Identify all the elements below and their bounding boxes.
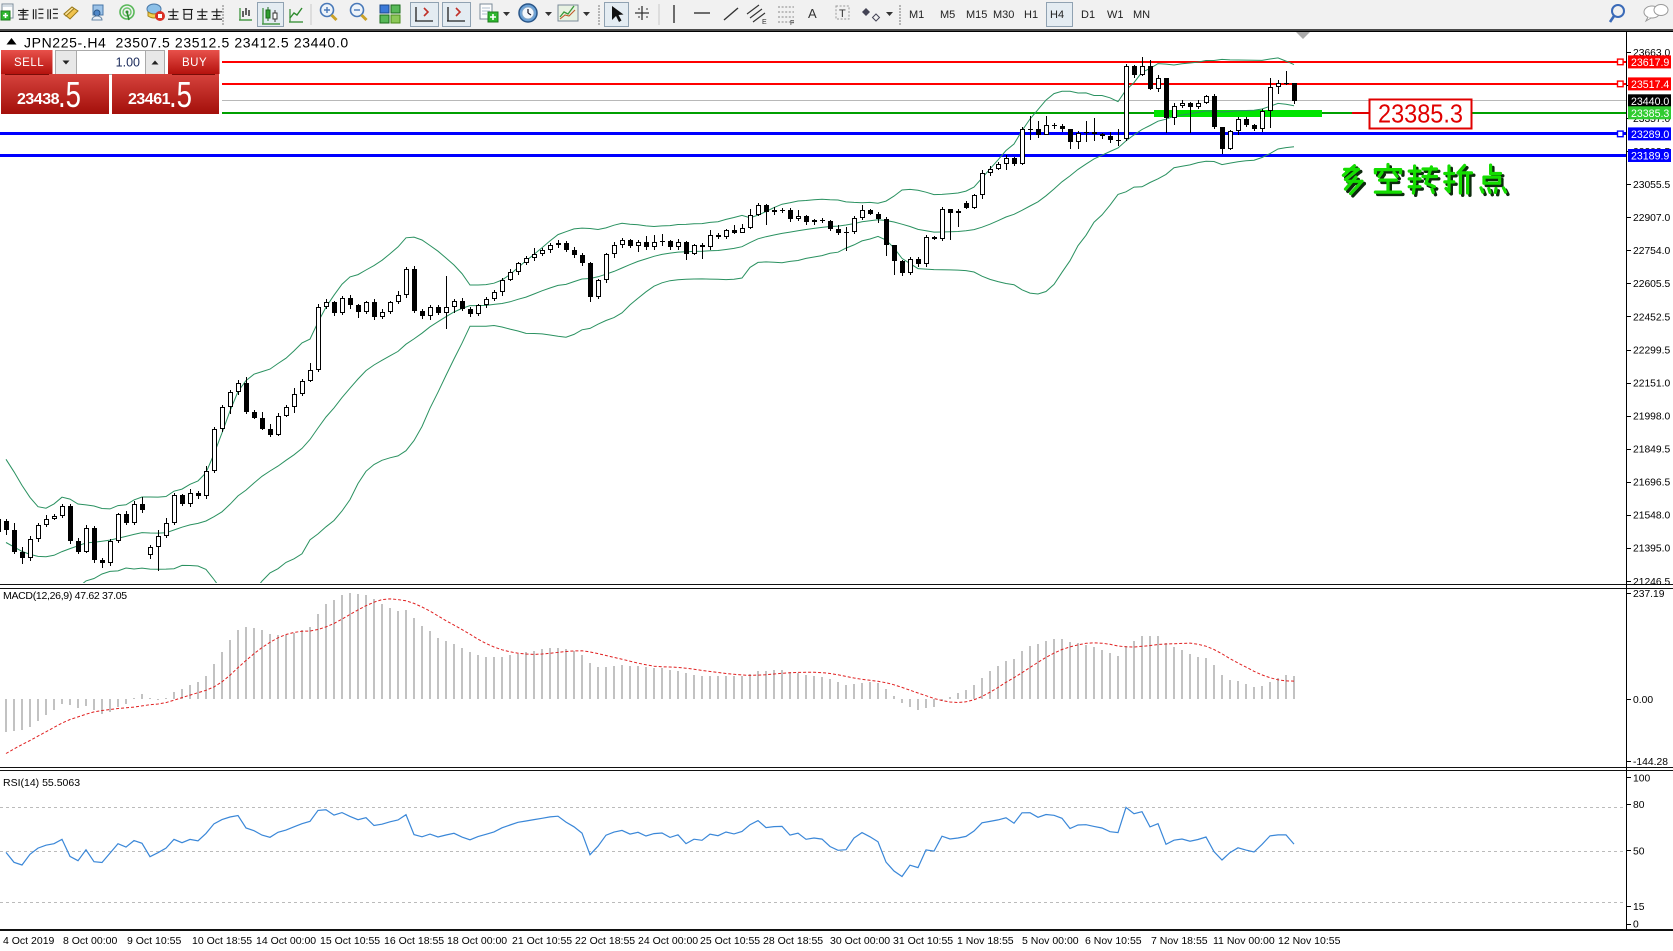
svg-text:1.00: 1.00 [116, 56, 140, 70]
svg-text:18 Oct 00:00: 18 Oct 00:00 [447, 935, 507, 947]
svg-text:21998.0: 21998.0 [1633, 412, 1670, 423]
svg-text:14 Oct 00:00: 14 Oct 00:00 [256, 935, 316, 947]
svg-text:4 Oct 2019: 4 Oct 2019 [3, 935, 55, 947]
svg-text:W1: W1 [1107, 9, 1124, 21]
svg-text:11 Nov 00:00: 11 Nov 00:00 [1213, 935, 1275, 947]
svg-text:21548.0: 21548.0 [1633, 511, 1670, 522]
svg-text:-144.28: -144.28 [1633, 757, 1668, 768]
svg-text:31 Oct 10:55: 31 Oct 10:55 [893, 935, 953, 947]
svg-text:12 Nov 10:55: 12 Nov 10:55 [1278, 935, 1341, 947]
svg-text:T: T [839, 8, 846, 20]
svg-text:23517.4: 23517.4 [1631, 79, 1669, 91]
svg-text:23385.3: 23385.3 [1631, 108, 1669, 120]
svg-text:24 Oct 00:00: 24 Oct 00:00 [638, 935, 698, 947]
svg-text:H1: H1 [1024, 9, 1038, 21]
svg-text:21849.5: 21849.5 [1633, 445, 1670, 456]
svg-text:21246.5: 21246.5 [1633, 577, 1670, 588]
svg-text:16 Oct 18:55: 16 Oct 18:55 [384, 935, 444, 947]
svg-text:21 Oct 10:55: 21 Oct 10:55 [512, 935, 572, 947]
svg-text:100: 100 [1633, 773, 1650, 784]
svg-text:M30: M30 [993, 9, 1014, 21]
svg-text:SELL: SELL [14, 57, 44, 69]
svg-text:5 Nov 00:00: 5 Nov 00:00 [1022, 935, 1079, 947]
svg-text:F: F [790, 20, 794, 27]
svg-text:22605.5: 22605.5 [1633, 279, 1670, 290]
svg-text:8 Oct 00:00: 8 Oct 00:00 [63, 935, 117, 947]
svg-text:E: E [762, 19, 767, 26]
svg-text:22452.5: 22452.5 [1633, 312, 1670, 323]
svg-text:.5: .5 [58, 74, 81, 115]
svg-text:15 Oct 10:55: 15 Oct 10:55 [320, 935, 380, 947]
svg-text:10 Oct 18:55: 10 Oct 18:55 [192, 935, 252, 947]
svg-text:23438: 23438 [17, 91, 60, 108]
svg-text:6 Nov 10:55: 6 Nov 10:55 [1085, 935, 1142, 947]
svg-text:23461: 23461 [128, 91, 171, 108]
svg-text:23289.0: 23289.0 [1631, 129, 1669, 141]
svg-text:23440.0: 23440.0 [1631, 96, 1669, 108]
svg-text:RSI(14) 55.5063: RSI(14) 55.5063 [3, 777, 80, 789]
svg-text:30 Oct 00:00: 30 Oct 00:00 [830, 935, 890, 947]
svg-text:15: 15 [1633, 902, 1645, 913]
svg-text:A: A [808, 6, 817, 21]
svg-text:23055.5: 23055.5 [1633, 180, 1670, 191]
svg-text:0.00: 0.00 [1633, 695, 1653, 706]
svg-text:22151.0: 22151.0 [1633, 378, 1670, 389]
svg-text:23617.9: 23617.9 [1631, 57, 1669, 69]
svg-text:MN: MN [1133, 9, 1150, 21]
svg-text:22299.5: 22299.5 [1633, 345, 1670, 356]
svg-text:28 Oct 18:55: 28 Oct 18:55 [763, 935, 823, 947]
svg-text:50: 50 [1633, 847, 1645, 858]
svg-text:23385.3: 23385.3 [1378, 99, 1463, 129]
svg-text:25 Oct 10:55: 25 Oct 10:55 [700, 935, 760, 947]
svg-text:9 Oct 10:55: 9 Oct 10:55 [127, 935, 181, 947]
svg-text:BUY: BUY [182, 57, 207, 69]
svg-text:D1: D1 [1081, 9, 1095, 21]
svg-text:23663.0: 23663.0 [1633, 48, 1670, 59]
svg-text:22907.0: 22907.0 [1633, 213, 1670, 224]
svg-text:.5: .5 [169, 74, 192, 115]
svg-text:M1: M1 [909, 9, 924, 21]
svg-text:M15: M15 [966, 9, 987, 21]
svg-text:23189.9: 23189.9 [1631, 151, 1669, 163]
svg-text:23357.0: 23357.0 [1633, 114, 1670, 125]
svg-text:80: 80 [1633, 800, 1645, 811]
svg-text:H4: H4 [1050, 9, 1064, 21]
svg-text:0: 0 [1633, 920, 1639, 931]
svg-text:237.19: 237.19 [1633, 589, 1665, 600]
svg-text:JPN225-,H4 23507.5 23512.5 23: JPN225-,H4 23507.5 23512.5 23412.5 23440… [24, 35, 349, 51]
svg-text:21395.0: 21395.0 [1633, 544, 1670, 555]
svg-text:7 Nov 18:55: 7 Nov 18:55 [1151, 935, 1208, 947]
svg-text:MACD(12,26,9) 47.62 37.05: MACD(12,26,9) 47.62 37.05 [3, 590, 127, 602]
svg-text:21696.5: 21696.5 [1633, 478, 1670, 489]
svg-text:22 Oct 18:55: 22 Oct 18:55 [575, 935, 635, 947]
svg-text:M5: M5 [940, 9, 955, 21]
svg-text:22754.0: 22754.0 [1633, 246, 1670, 257]
svg-text:1 Nov 18:55: 1 Nov 18:55 [957, 935, 1014, 947]
